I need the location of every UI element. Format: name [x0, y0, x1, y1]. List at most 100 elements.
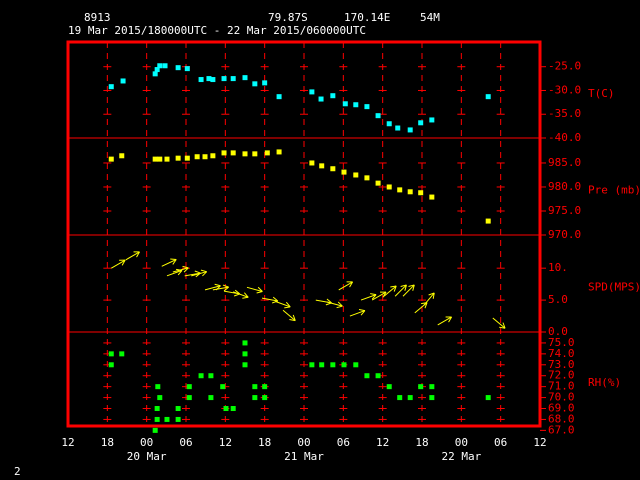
wind-arrow: [423, 292, 435, 306]
y-tick-label: 975.0: [548, 204, 581, 217]
point: [319, 163, 325, 169]
y-axis-label: SPD(MPS): [588, 281, 640, 294]
wind-arrow: [349, 309, 366, 317]
x-tick-label: 18: [258, 436, 271, 449]
arrow-head: [349, 281, 354, 288]
arrow-shaft: [212, 286, 229, 291]
point: [175, 65, 181, 71]
point: [242, 75, 248, 81]
point: [364, 175, 370, 181]
point: [152, 156, 158, 162]
wind-arrow: [360, 293, 377, 301]
x-tick-label: 00: [455, 436, 468, 449]
point: [386, 121, 392, 127]
point: [230, 406, 236, 412]
point: [186, 384, 192, 390]
arrow-shaft: [111, 259, 126, 269]
y-tick-label: -30.0: [548, 83, 581, 96]
x-tick-label: 12: [219, 436, 232, 449]
point: [175, 406, 181, 412]
wind-arrow: [402, 284, 415, 297]
latitude: 79.87S: [268, 11, 308, 24]
arrow-head: [202, 271, 208, 277]
y-tick-label: 10.: [548, 261, 568, 274]
point: [485, 395, 491, 401]
point: [319, 362, 325, 368]
wind-arrow: [233, 291, 249, 299]
point: [210, 153, 216, 159]
point: [309, 362, 315, 368]
point: [341, 169, 347, 175]
wind-arrow: [282, 309, 296, 322]
point: [242, 362, 248, 368]
wind-arrow: [125, 251, 140, 261]
wind-arrow: [383, 285, 397, 297]
point: [397, 187, 403, 193]
point: [157, 156, 163, 162]
y-tick-label: 0.0: [548, 325, 568, 338]
x-tick-label: 06: [494, 436, 507, 449]
point: [375, 180, 381, 186]
y-axis-label: T(C): [588, 87, 615, 100]
y-tick-label: -35.0: [548, 107, 581, 120]
point: [206, 76, 212, 82]
point: [184, 66, 190, 72]
y-tick-label: -40.0: [548, 131, 581, 144]
wind-arrow: [191, 269, 208, 277]
arrow-head: [370, 293, 377, 296]
arrow-head: [412, 284, 415, 291]
point: [164, 416, 170, 422]
point: [230, 150, 236, 156]
wind-arrow: [371, 291, 387, 301]
point: [418, 190, 424, 196]
point: [157, 63, 163, 69]
arrow-shaft: [191, 271, 207, 277]
point: [252, 384, 258, 390]
arrow-head: [136, 251, 140, 258]
x-tick-label: 12: [61, 436, 74, 449]
point: [154, 406, 160, 412]
point: [429, 117, 435, 123]
arrow-head: [257, 286, 263, 292]
station-id: 8913: [84, 11, 111, 24]
wind-arrow: [394, 284, 407, 297]
y-tick-label: 72.0: [548, 369, 575, 382]
arrow-shaft: [246, 286, 263, 292]
arrow-shaft: [349, 310, 366, 317]
arrow-head: [172, 259, 177, 265]
point: [364, 373, 370, 379]
point: [353, 102, 359, 108]
point: [395, 125, 401, 131]
point: [262, 384, 268, 390]
y-tick-label: 71.0: [548, 380, 575, 393]
point: [276, 149, 282, 155]
arrow-head: [448, 316, 453, 323]
point: [108, 84, 114, 90]
arrow-head: [222, 284, 229, 288]
point: [119, 153, 125, 159]
day-label: 21 Mar: [284, 450, 324, 463]
point: [353, 172, 359, 178]
elevation: 54M: [420, 11, 440, 24]
point: [252, 81, 258, 87]
wind-arrow: [338, 281, 354, 291]
point: [252, 151, 258, 157]
point: [198, 373, 204, 379]
point: [157, 395, 163, 401]
point: [341, 362, 347, 368]
point: [154, 416, 160, 422]
wind-arrow: [326, 301, 343, 309]
arrow-head: [371, 294, 377, 300]
point: [386, 184, 392, 190]
point: [252, 395, 258, 401]
point: [418, 120, 424, 126]
point: [242, 351, 248, 357]
arrow-head: [292, 314, 296, 321]
arrow-shaft: [437, 316, 452, 326]
arrow-head: [400, 284, 407, 288]
point: [262, 80, 268, 86]
point: [353, 362, 359, 368]
point: [154, 67, 160, 73]
point: [242, 340, 248, 346]
